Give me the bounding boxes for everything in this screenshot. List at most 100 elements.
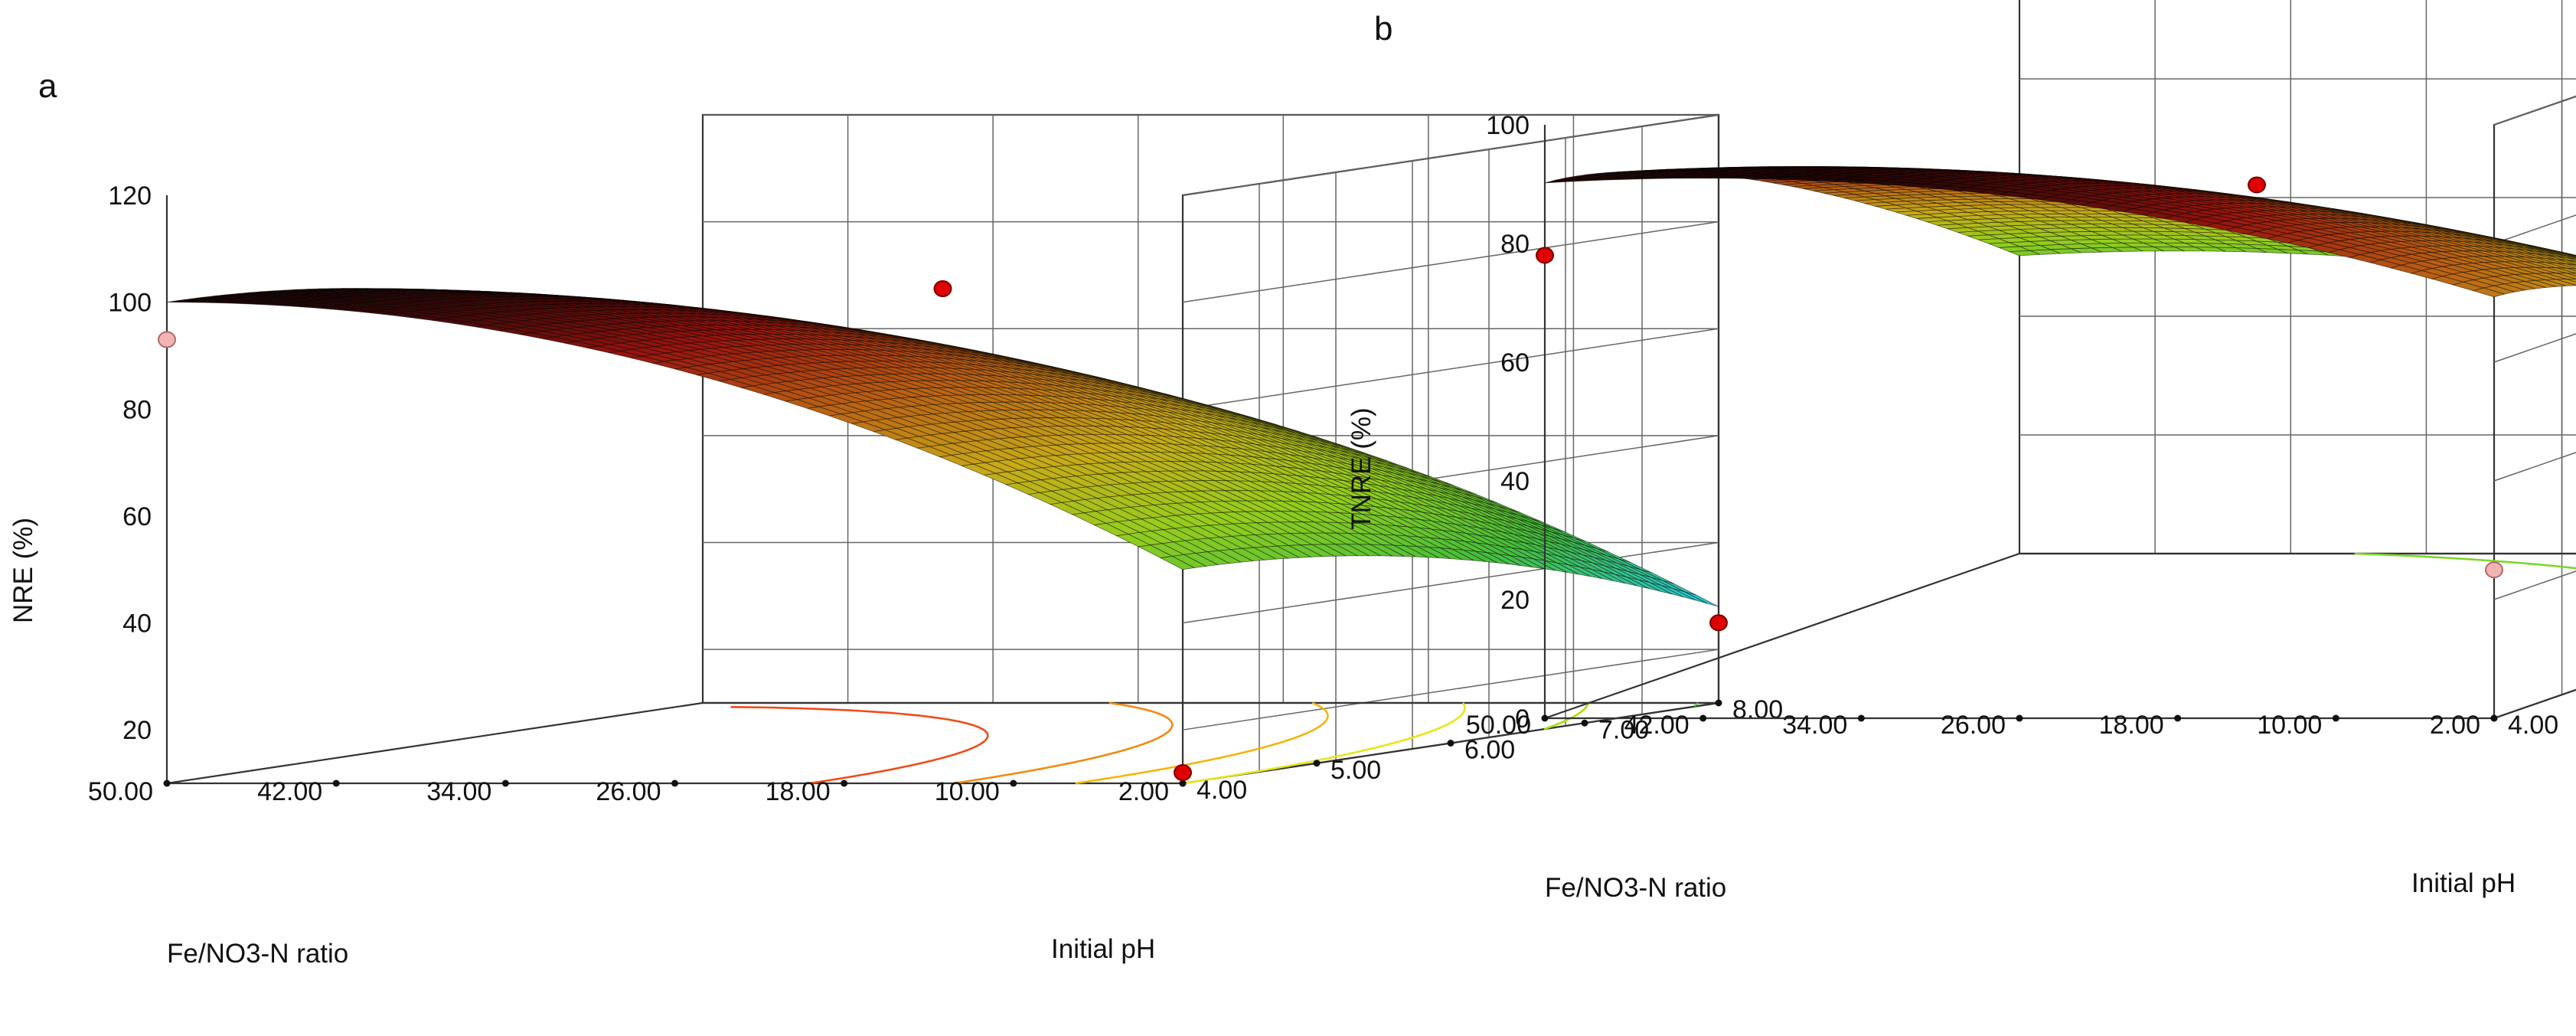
ratio-tick-mark bbox=[1699, 714, 1707, 722]
wall-horizontal-gridline bbox=[2493, 452, 2576, 482]
surface-facet bbox=[1159, 556, 1196, 570]
wall-horizontal-gridline bbox=[2493, 214, 2576, 244]
ph-tick-label: 4.00 bbox=[2508, 711, 2558, 740]
ph-tick-mark bbox=[1715, 699, 1722, 707]
ph-tick-mark bbox=[1447, 740, 1455, 747]
z-axis-label: TNRE (%) bbox=[1347, 407, 1376, 529]
floor-contour-line bbox=[953, 701, 1174, 785]
ratio-tick-label: 26.00 bbox=[1941, 711, 2006, 740]
ph-axis: 4.00 5.00 6.00 7.00 8.00 Initial pH bbox=[1051, 695, 1783, 964]
design-point-below-surface bbox=[2485, 561, 2503, 579]
z-tick-label: 60 bbox=[1500, 348, 1530, 377]
wall-horizontal-gridline bbox=[1182, 649, 1719, 730]
ratio-tick-label: 50.00 bbox=[88, 777, 153, 806]
z-tick-label: 80 bbox=[122, 395, 152, 424]
z-tick-label: 60 bbox=[122, 502, 152, 531]
ratio-axis-label: Fe/NO3-N ratio bbox=[1545, 873, 1726, 903]
wall-horizontal-gridline bbox=[1182, 114, 1719, 196]
wall-horizontal-gridline bbox=[1182, 221, 1719, 303]
ph-axis-label: Initial pH bbox=[2411, 868, 2516, 898]
z-axis-label: NRE (%) bbox=[8, 518, 38, 623]
z-tick-label: 100 bbox=[108, 289, 152, 318]
ratio-tick-mark bbox=[2332, 714, 2339, 722]
ratio-tick-label: 26.00 bbox=[596, 777, 661, 806]
ratio-tick-label: 18.00 bbox=[2099, 711, 2164, 740]
z-tick-label: 20 bbox=[1500, 586, 1530, 615]
design-point-below-surface bbox=[158, 331, 176, 348]
ratio-tick-mark bbox=[332, 779, 340, 787]
ratio-tick-label: 18.00 bbox=[766, 777, 831, 806]
back-walls-grid bbox=[701, 113, 1720, 785]
ph-tick-label: 6.00 bbox=[1464, 736, 1515, 765]
design-point-above-surface bbox=[1536, 247, 1554, 264]
ph-tick-label: 4.00 bbox=[1197, 776, 1247, 805]
panel-a-label: a bbox=[38, 67, 57, 105]
ratio-tick-mark bbox=[841, 779, 848, 787]
ratio-tick-mark bbox=[1010, 779, 1017, 787]
ph-axis-label: Initial pH bbox=[1051, 934, 1155, 964]
panel-b-label: b bbox=[1374, 10, 1392, 47]
ratio-tick-label: 2.00 bbox=[1118, 777, 1169, 806]
response-surface bbox=[166, 288, 1719, 607]
z-tick-label: 40 bbox=[122, 610, 152, 639]
design-points bbox=[1536, 176, 2503, 579]
ratio-axis-label: Fe/NO3-N ratio bbox=[167, 939, 348, 969]
ratio-tick-mark bbox=[1541, 714, 1549, 722]
floor-contours bbox=[730, 701, 1699, 785]
response-surface bbox=[1544, 165, 2576, 298]
design-points bbox=[158, 280, 1728, 782]
ph-tick-label: 7.00 bbox=[1598, 715, 1649, 744]
design-point-above-surface bbox=[2248, 176, 2266, 194]
ratio-axis: 2.00 10.00 18.00 26.00 34.00 42.00 50.00 Fe/NO3… bbox=[88, 777, 1187, 969]
z-tick-label: 40 bbox=[1500, 467, 1530, 496]
z-tick-label: 80 bbox=[1500, 230, 1530, 259]
ratio-tick-label: 2.00 bbox=[2430, 711, 2480, 740]
ph-tick-mark bbox=[1179, 779, 1187, 787]
ratio-tick-mark bbox=[501, 779, 509, 787]
floor-outline bbox=[1544, 552, 2576, 720]
ph-tick-label: 5.00 bbox=[1330, 756, 1381, 785]
ratio-tick-mark bbox=[671, 779, 678, 787]
wall-horizontal-gridline bbox=[2493, 570, 2576, 600]
z-tick-label: 100 bbox=[1486, 111, 1530, 140]
z-axis: 20 40 60 80 100 120 NRE (%) bbox=[8, 181, 152, 745]
floor-contour-line bbox=[1182, 702, 1466, 785]
ratio-tick-label: 42.00 bbox=[1624, 711, 1690, 740]
ratio-tick-label: 42.00 bbox=[257, 777, 322, 806]
floor-contour-line bbox=[1543, 702, 1590, 730]
z-tick-label: 20 bbox=[122, 716, 152, 745]
panel-a-nre-surface-plot: a 20 40 60 80 100 120 NRE (%) 2.00 10.00 18.00 26.… bbox=[8, 67, 1783, 969]
wall-horizontal-gridline bbox=[1182, 541, 1719, 624]
ratio-tick-label: 10.00 bbox=[2257, 711, 2322, 740]
design-point-above-surface bbox=[933, 280, 952, 298]
ratio-tick-mark bbox=[163, 779, 171, 787]
back-walls-grid bbox=[2018, 0, 2576, 720]
ratio-tick-mark bbox=[2174, 714, 2182, 722]
surface-facet bbox=[1684, 591, 1719, 607]
ph-tick-mark bbox=[1581, 719, 1588, 727]
z-tick-label: 120 bbox=[108, 181, 152, 211]
ratio-tick-mark bbox=[2016, 714, 2023, 722]
floor-contour-line bbox=[730, 706, 989, 785]
floor-contour-line bbox=[1693, 702, 1699, 708]
floor-contour-line bbox=[2354, 552, 2576, 570]
design-point-above-surface bbox=[1709, 614, 1728, 632]
floor-contours bbox=[2354, 552, 2576, 570]
design-point-above-surface bbox=[1174, 764, 1192, 782]
wall-horizontal-gridline bbox=[2493, 333, 2576, 363]
floor-contour-line bbox=[1075, 701, 1329, 785]
ph-tick-mark bbox=[1313, 760, 1321, 767]
ratio-tick-label: 34.00 bbox=[1782, 711, 1847, 740]
ratio-tick-label: 34.00 bbox=[426, 777, 491, 806]
ph-tick-mark bbox=[2490, 714, 2498, 722]
back-wall-1 bbox=[2018, 0, 2576, 555]
ph-tick-label: 8.00 bbox=[1732, 695, 1783, 724]
wall-horizontal-gridline bbox=[2493, 96, 2576, 126]
wall-horizontal-gridline bbox=[1182, 328, 1719, 410]
back-wall-2 bbox=[2493, 95, 2576, 720]
ratio-tick-mark bbox=[1857, 714, 1865, 722]
ratio-tick-label: 10.00 bbox=[935, 777, 1000, 806]
